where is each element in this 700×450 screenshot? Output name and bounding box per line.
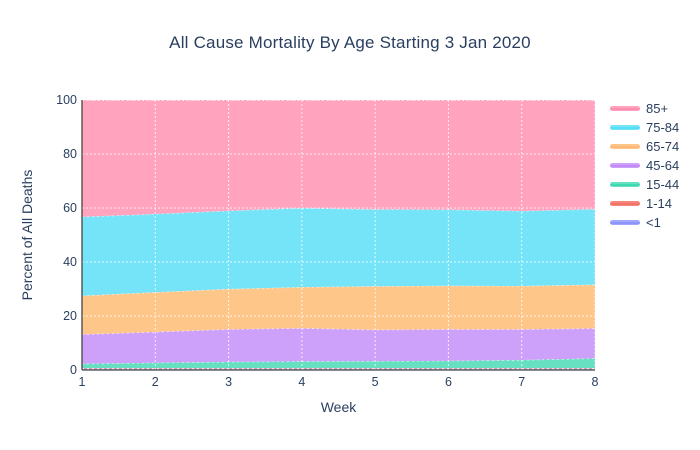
legend-swatch-line bbox=[610, 164, 640, 167]
legend-swatch bbox=[610, 163, 640, 168]
x-tick-label-3: 3 bbox=[225, 375, 233, 389]
legend-swatch bbox=[610, 106, 640, 111]
legend: 85+ 75-84 65-74 45-64 15-44 1-14 <1 bbox=[610, 101, 680, 230]
y-axis-title: Percent of All Deaths bbox=[19, 169, 35, 301]
y-tick-label-60: 60 bbox=[63, 201, 77, 215]
x-tick-label-1: 1 bbox=[78, 375, 86, 389]
legend-label: 65-74 bbox=[646, 139, 680, 154]
legend-swatch bbox=[610, 144, 640, 149]
legend-item-65-74[interactable]: 65-74 bbox=[610, 139, 680, 154]
legend-item-<1[interactable]: <1 bbox=[610, 215, 679, 230]
x-axis-title: Week bbox=[320, 399, 357, 415]
y-tick-label-80: 80 bbox=[63, 147, 77, 161]
y-tick-label-0: 0 bbox=[70, 363, 77, 377]
legend-label: 75-84 bbox=[646, 120, 680, 135]
legend-swatch bbox=[610, 125, 640, 130]
legend-swatch-line bbox=[610, 221, 640, 224]
legend-item-1-14[interactable]: 1-14 bbox=[610, 196, 679, 211]
area-15-44 bbox=[82, 358, 595, 368]
x-tick-label-5: 5 bbox=[371, 375, 379, 389]
legend-swatch-line bbox=[610, 126, 640, 129]
legend-item-75-84[interactable]: 75-84 bbox=[610, 120, 680, 135]
y-tick-label-100: 100 bbox=[56, 93, 77, 107]
legend-label: 15-44 bbox=[646, 177, 680, 192]
legend-label: 85+ bbox=[646, 101, 669, 116]
legend-item-15-44[interactable]: 15-44 bbox=[610, 177, 680, 192]
y-tick-label-40: 40 bbox=[63, 255, 77, 269]
x-tick-label-6: 6 bbox=[444, 375, 452, 389]
legend-label: <1 bbox=[646, 215, 661, 230]
legend-swatch bbox=[610, 220, 640, 225]
area-65-74 bbox=[82, 284, 595, 335]
legend-swatch bbox=[610, 201, 640, 206]
legend-item-85+[interactable]: 85+ bbox=[610, 101, 679, 116]
legend-swatch-line bbox=[610, 145, 640, 148]
legend-swatch-line bbox=[610, 107, 640, 110]
legend-label: 45-64 bbox=[646, 158, 680, 173]
legend-label: 1-14 bbox=[646, 196, 673, 211]
x-tick-label-4: 4 bbox=[298, 375, 306, 389]
x-tick-label-7: 7 bbox=[518, 375, 526, 389]
legend-item-45-64[interactable]: 45-64 bbox=[610, 158, 680, 173]
area-85+ bbox=[82, 100, 595, 217]
legend-swatch-line bbox=[610, 183, 640, 186]
chart-title: All Cause Mortality By Age Starting 3 Ja… bbox=[169, 33, 531, 52]
x-tick-label-2: 2 bbox=[151, 375, 159, 389]
area-45-64 bbox=[82, 328, 595, 364]
area-75-84 bbox=[82, 208, 595, 296]
y-tick-label-20: 20 bbox=[63, 309, 77, 323]
x-tick-label-8: 8 bbox=[591, 375, 599, 389]
legend-swatch bbox=[610, 182, 640, 187]
legend-swatch-line bbox=[610, 202, 640, 205]
